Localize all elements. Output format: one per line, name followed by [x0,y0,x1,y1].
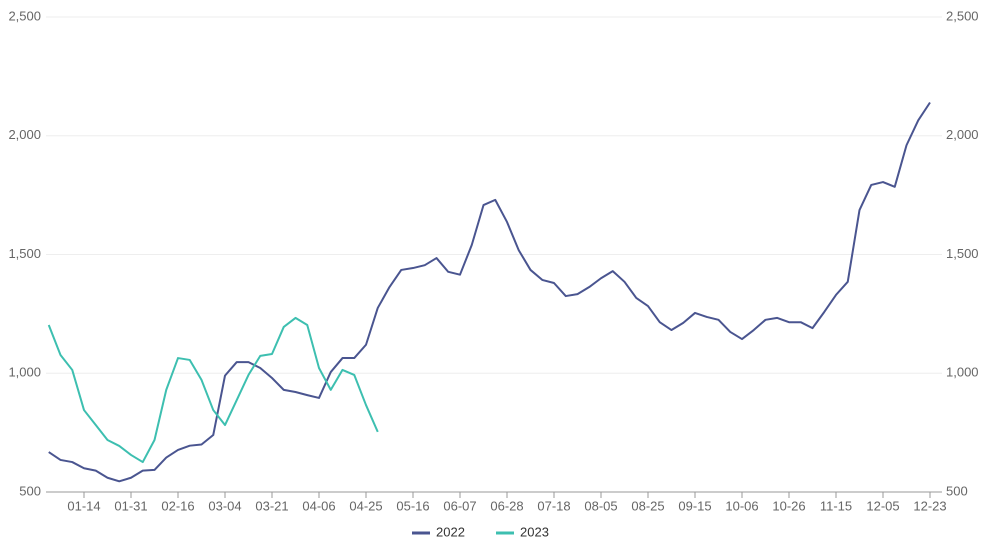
y2-tick-label: 500 [946,483,968,498]
x-tick-label: 11-15 [820,498,852,513]
y-tick-label: 2,500 [8,8,41,23]
series-line [47,316,379,464]
x-tick-label: 06-07 [443,498,476,513]
series-line [48,101,931,483]
y2-tick-label: 1,000 [946,365,979,380]
x-tick-label: 03-21 [255,498,288,513]
x-tick-label: 05-16 [396,498,429,513]
legend-label: 2023 [520,524,549,539]
x-tick-label: 02-16 [161,498,194,513]
x-tick-label: 08-05 [584,498,617,513]
y-tick-label: 1,000 [8,365,41,380]
x-tick-label: 08-25 [631,498,664,513]
x-tick-label: 06-28 [490,498,523,513]
y-tick-label: 1,500 [8,246,41,261]
x-tick-label: 01-31 [114,498,147,513]
x-tick-label: 10-26 [772,498,805,513]
legend-label: 2022 [436,524,465,539]
x-tick-label: 07-18 [537,498,570,513]
x-tick-label: 09-15 [678,498,711,513]
x-tick-label: 01-14 [67,498,100,513]
x-tick-label: 12-23 [913,498,946,513]
y-tick-label: 2,000 [8,127,41,142]
y2-tick-label: 1,500 [946,246,979,261]
x-tick-label: 03-04 [208,498,241,513]
x-tick-label: 10-06 [725,498,758,513]
x-tick-label: 12-05 [866,498,899,513]
y2-tick-label: 2,500 [946,8,979,23]
y-tick-label: 500 [19,483,41,498]
x-tick-label: 04-06 [302,498,335,513]
x-tick-label: 04-25 [349,498,382,513]
y2-tick-label: 2,000 [946,127,979,142]
